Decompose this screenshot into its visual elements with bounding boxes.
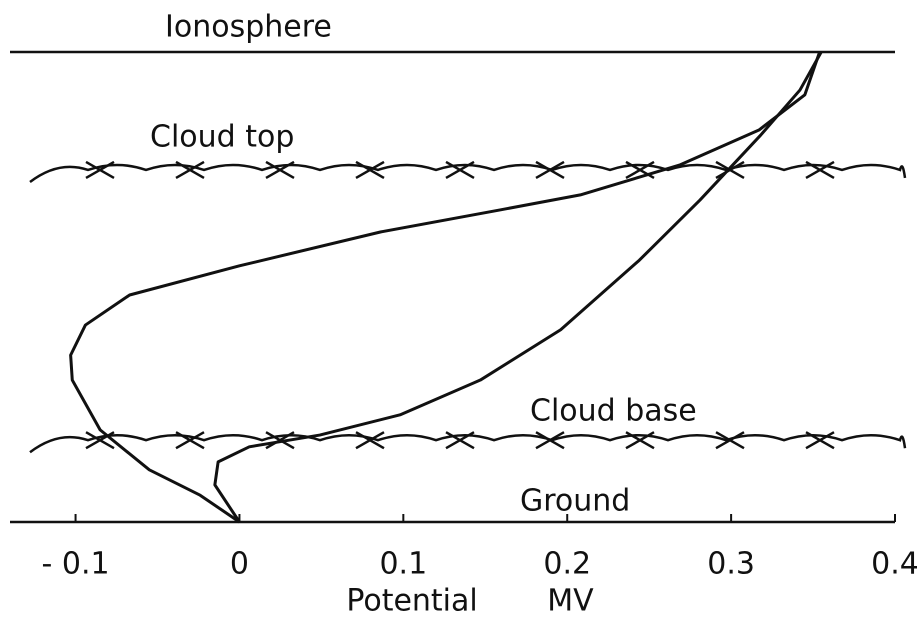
x-tick-label: - 0.1 [42,547,110,582]
x-tick-label: 0.2 [543,547,591,582]
cloud-cross [175,431,205,450]
cloud-cross [85,160,115,180]
cloud-cross [175,160,205,180]
cloud-cross [85,431,115,450]
cloud-cross [625,431,655,450]
level-label: Cloud base [530,394,697,429]
cloud-cross [265,160,295,180]
cloud-cross [715,431,745,450]
x-tick-label: 0 [230,547,249,582]
cloud-cross [535,431,565,450]
cloud-cross [445,160,475,180]
cloud-cross [355,431,385,450]
x-tick-label: 0.1 [379,547,427,582]
level-label: Ground [520,484,630,519]
level-label: Cloud top [150,119,294,154]
cloud-cross [805,160,835,180]
x-tick-label: 0.4 [871,547,917,582]
cloud-cross [355,160,385,180]
potential-curve [69,51,822,524]
cloud-cross [805,431,835,450]
x-axis-label: Potential MV [346,584,594,619]
x-tick-label: 0.3 [707,547,755,582]
cloud-cross [535,160,565,180]
cloud-cross [445,431,475,450]
potential-curve [213,51,823,523]
level-label: Ionosphere [165,10,332,45]
